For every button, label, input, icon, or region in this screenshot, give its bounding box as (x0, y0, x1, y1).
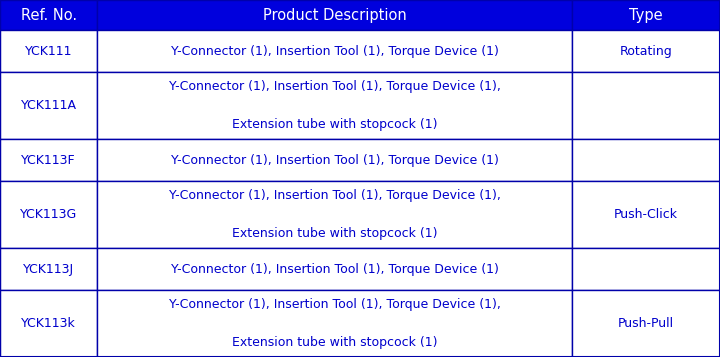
Text: YCK113J: YCK113J (23, 262, 74, 276)
Bar (0, 0, 97, 30)
Text: YCK113F: YCK113F (22, 154, 76, 167)
Text: Y-Connector (1), Insertion Tool (1), Torque Device (1),: Y-Connector (1), Insertion Tool (1), Tor… (169, 298, 500, 311)
Text: Y-Connector (1), Insertion Tool (1), Torque Device (1),: Y-Connector (1), Insertion Tool (1), Tor… (169, 189, 500, 202)
Bar (0, 181, 97, 248)
Bar (97, 248, 572, 290)
Bar (572, 290, 720, 357)
Text: Y-Connector (1), Insertion Tool (1), Torque Device (1): Y-Connector (1), Insertion Tool (1), Tor… (171, 154, 499, 167)
Bar (572, 0, 720, 30)
Text: Y-Connector (1), Insertion Tool (1), Torque Device (1): Y-Connector (1), Insertion Tool (1), Tor… (171, 262, 499, 276)
Bar (572, 72, 720, 139)
Text: Push-Click: Push-Click (614, 208, 678, 221)
Text: Rotating: Rotating (620, 45, 672, 57)
Text: Extension tube with stopcock (1): Extension tube with stopcock (1) (232, 227, 438, 240)
Text: Ref. No.: Ref. No. (21, 7, 76, 22)
Bar (0, 30, 97, 72)
Bar (97, 0, 572, 30)
Text: Extension tube with stopcock (1): Extension tube with stopcock (1) (232, 336, 438, 349)
Bar (97, 72, 572, 139)
Text: YCK111: YCK111 (25, 45, 72, 57)
Text: Y-Connector (1), Insertion Tool (1), Torque Device (1),: Y-Connector (1), Insertion Tool (1), Tor… (169, 80, 500, 93)
Text: Product Description: Product Description (263, 7, 407, 22)
Text: Push-Pull: Push-Pull (618, 317, 674, 330)
Text: Extension tube with stopcock (1): Extension tube with stopcock (1) (232, 118, 438, 131)
Bar (572, 139, 720, 181)
Bar (572, 181, 720, 248)
Text: YCK113G: YCK113G (20, 208, 77, 221)
Bar (0, 248, 97, 290)
Bar (0, 290, 97, 357)
Text: Y-Connector (1), Insertion Tool (1), Torque Device (1): Y-Connector (1), Insertion Tool (1), Tor… (171, 45, 499, 57)
Bar (97, 290, 572, 357)
Bar (0, 139, 97, 181)
Bar (0, 72, 97, 139)
Bar (97, 30, 572, 72)
Bar (97, 139, 572, 181)
Bar (97, 181, 572, 248)
Text: Type: Type (629, 7, 663, 22)
Bar (572, 248, 720, 290)
Text: YCK113k: YCK113k (21, 317, 76, 330)
Text: YCK111A: YCK111A (21, 99, 76, 112)
Bar (572, 30, 720, 72)
